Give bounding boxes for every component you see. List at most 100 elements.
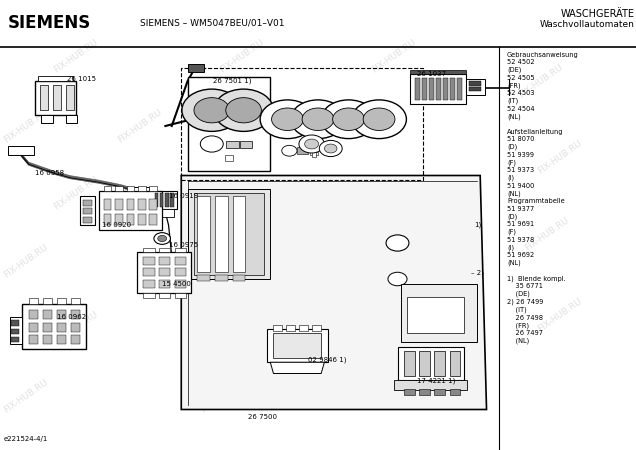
Text: FIX-HUB.RU: FIX-HUB.RU	[53, 38, 100, 75]
Bar	[175, 280, 186, 288]
Bar	[11, 320, 19, 326]
Text: FIX-HUB.RU: FIX-HUB.RU	[218, 175, 265, 212]
Circle shape	[226, 98, 261, 123]
Bar	[29, 323, 38, 332]
Polygon shape	[181, 176, 487, 410]
Text: 15 4500: 15 4500	[162, 280, 191, 287]
Bar	[398, 346, 464, 380]
Bar	[43, 323, 52, 332]
Bar	[83, 217, 92, 223]
Polygon shape	[270, 362, 324, 373]
Bar	[165, 194, 169, 207]
Text: SIEMENS – WM5047BEU/01–V01: SIEMENS – WM5047BEU/01–V01	[140, 19, 284, 28]
Bar	[443, 78, 448, 100]
Bar	[71, 323, 80, 332]
Bar	[159, 256, 170, 265]
Bar	[450, 351, 460, 376]
Bar	[43, 298, 52, 304]
Bar	[310, 152, 318, 155]
Bar	[233, 275, 245, 281]
Bar	[404, 351, 415, 376]
Bar	[401, 284, 477, 342]
Bar	[127, 186, 134, 191]
Bar	[153, 191, 177, 209]
Circle shape	[154, 233, 170, 244]
Circle shape	[363, 108, 395, 130]
Bar	[422, 78, 427, 100]
Text: FIX-HUB.RU: FIX-HUB.RU	[371, 175, 418, 212]
Bar	[410, 74, 466, 104]
Bar	[83, 208, 92, 214]
Bar	[415, 78, 420, 100]
Text: – 2): – 2)	[471, 269, 483, 275]
Bar	[194, 194, 264, 274]
Bar	[127, 199, 134, 210]
Text: FIX-HUB.RU: FIX-HUB.RU	[326, 243, 373, 279]
Circle shape	[386, 235, 409, 251]
Circle shape	[200, 136, 223, 152]
Bar	[197, 275, 210, 281]
Text: FIX-HUB.RU: FIX-HUB.RU	[53, 175, 100, 212]
Bar	[273, 333, 321, 358]
Text: FIX-HUB.RU: FIX-HUB.RU	[2, 378, 49, 414]
Bar	[434, 351, 445, 376]
Circle shape	[321, 100, 376, 139]
Text: FIX-HUB.RU: FIX-HUB.RU	[218, 310, 265, 347]
Bar	[450, 78, 455, 100]
Bar	[410, 70, 466, 74]
Bar	[35, 81, 76, 115]
Bar	[11, 328, 19, 334]
Bar	[8, 146, 34, 155]
Bar	[215, 196, 228, 272]
Bar	[466, 79, 485, 94]
Bar	[29, 335, 38, 344]
Text: 26 1037: 26 1037	[417, 71, 446, 77]
Bar	[286, 325, 295, 331]
Bar	[469, 87, 481, 91]
Bar	[159, 280, 170, 288]
Text: 26 1015: 26 1015	[67, 76, 96, 82]
Bar	[188, 64, 204, 72]
Bar	[53, 86, 61, 110]
Circle shape	[194, 98, 230, 123]
Bar	[38, 76, 73, 81]
Bar	[99, 191, 162, 230]
Bar	[11, 337, 19, 342]
Text: FIX-HUB.RU: FIX-HUB.RU	[536, 297, 583, 333]
Text: FIX-HUB.RU: FIX-HUB.RU	[116, 108, 163, 144]
Bar	[143, 292, 155, 298]
Bar	[149, 214, 157, 225]
Text: 26 7500: 26 7500	[248, 414, 277, 420]
Circle shape	[305, 139, 319, 149]
Circle shape	[272, 108, 303, 130]
Bar	[66, 86, 74, 110]
Bar	[312, 150, 316, 157]
Bar	[71, 310, 80, 319]
Bar	[159, 292, 170, 298]
Bar	[29, 310, 38, 319]
Bar	[143, 248, 155, 252]
Text: 26 7501 1): 26 7501 1)	[213, 78, 252, 84]
Circle shape	[388, 272, 407, 286]
Text: FIX-HUB.RU: FIX-HUB.RU	[218, 38, 265, 75]
Bar	[225, 155, 233, 161]
Bar	[57, 298, 66, 304]
Text: FIX-HUB.RU: FIX-HUB.RU	[155, 243, 202, 279]
Bar	[267, 328, 328, 362]
Text: Waschvollautomaten: Waschvollautomaten	[540, 20, 635, 29]
Bar	[436, 78, 441, 100]
Text: FIX-HUB.RU: FIX-HUB.RU	[517, 63, 564, 99]
Bar	[130, 187, 149, 196]
Text: FIX-HUB.RU: FIX-HUB.RU	[2, 243, 49, 279]
Bar	[419, 389, 430, 395]
Text: FIX-HUB.RU: FIX-HUB.RU	[53, 310, 100, 347]
Bar	[115, 214, 123, 225]
Text: FIX-HUB.RU: FIX-HUB.RU	[523, 216, 570, 252]
Circle shape	[333, 108, 364, 130]
Text: FIX-HUB.RU: FIX-HUB.RU	[371, 38, 418, 75]
Text: FIX-HUB.RU: FIX-HUB.RU	[307, 108, 354, 144]
Bar	[159, 248, 170, 252]
Bar	[240, 141, 252, 148]
Bar	[226, 141, 238, 148]
Text: 1): 1)	[474, 222, 481, 228]
